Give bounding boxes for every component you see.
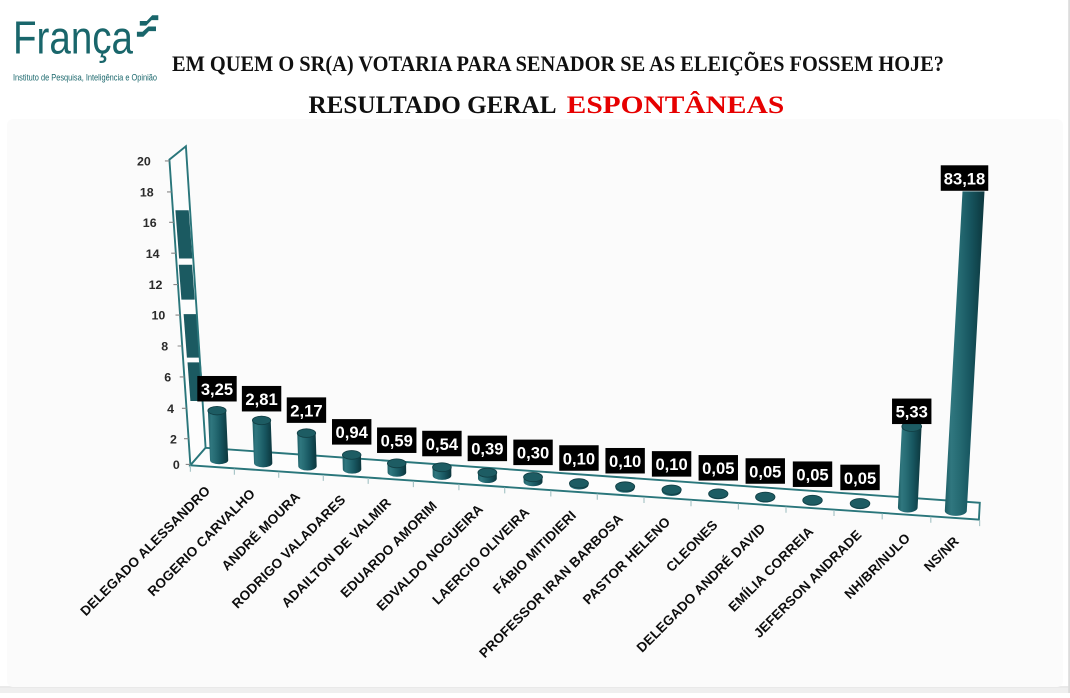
svg-text:14: 14 <box>146 247 160 261</box>
svg-text:12: 12 <box>149 278 163 292</box>
svg-text:EM QUEM O SR(A) VOTARIA PARA S: EM QUEM O SR(A) VOTARIA PARA SENADOR SE … <box>172 51 944 76</box>
svg-text:0,05: 0,05 <box>702 459 734 478</box>
svg-text:0,39: 0,39 <box>471 440 503 459</box>
svg-text:0,10: 0,10 <box>655 455 687 474</box>
svg-text:10: 10 <box>152 309 166 323</box>
svg-text:2,17: 2,17 <box>290 401 322 420</box>
svg-text:0,30: 0,30 <box>517 444 549 463</box>
svg-text:83,18: 83,18 <box>944 169 986 188</box>
svg-text:0: 0 <box>173 458 180 472</box>
svg-text:6: 6 <box>164 371 171 385</box>
svg-text:RESULTADO GERAL: RESULTADO GERAL <box>309 92 557 119</box>
svg-text:Instituto de Pesquisa, Intelig: Instituto de Pesquisa, Inteligência e Op… <box>13 73 157 83</box>
svg-text:4: 4 <box>167 402 174 416</box>
svg-text:0,05: 0,05 <box>796 466 828 485</box>
svg-text:18: 18 <box>140 186 154 200</box>
svg-text:0,05: 0,05 <box>749 462 781 481</box>
svg-text:ESPONTÂNEAS: ESPONTÂNEAS <box>567 91 785 119</box>
svg-text:2,81: 2,81 <box>245 390 277 409</box>
svg-text:França: França <box>13 12 133 64</box>
svg-text:0,94: 0,94 <box>336 423 369 442</box>
svg-text:2: 2 <box>170 432 177 446</box>
svg-text:16: 16 <box>143 216 157 230</box>
svg-text:0,59: 0,59 <box>381 432 413 451</box>
svg-text:0,10: 0,10 <box>609 452 641 471</box>
svg-text:0,10: 0,10 <box>563 449 595 468</box>
svg-text:8: 8 <box>161 340 168 354</box>
svg-text:5,33: 5,33 <box>896 403 928 422</box>
svg-text:0,54: 0,54 <box>426 435 459 454</box>
svg-text:0,05: 0,05 <box>844 469 876 488</box>
svg-text:20: 20 <box>137 155 151 169</box>
svg-text:3,25: 3,25 <box>201 380 233 399</box>
